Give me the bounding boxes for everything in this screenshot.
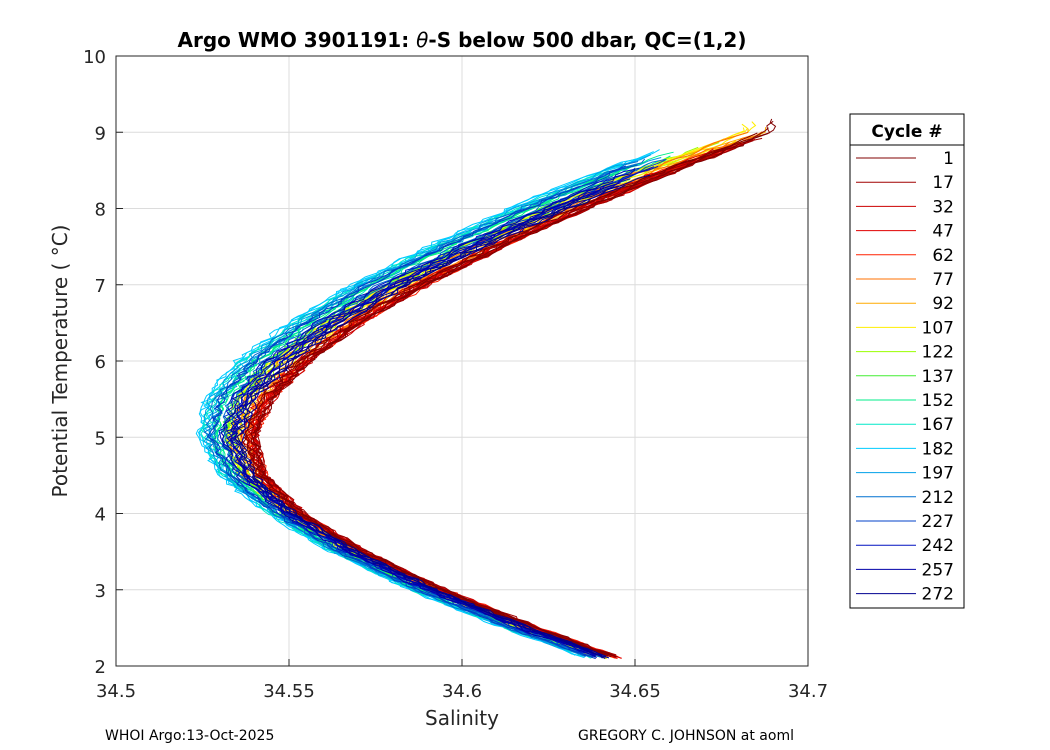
legend-entry-label: 1: [943, 149, 954, 169]
legend-entry-label: 167: [922, 415, 954, 435]
legend-entry-label: 17: [932, 173, 954, 193]
y-tick-label: 5: [95, 428, 106, 449]
y-axis-label: Potential Temperature ( °C): [48, 225, 72, 498]
y-tick-label: 2: [95, 657, 106, 678]
legend-entry-label: 152: [922, 391, 954, 411]
cycle-profile-line: [206, 165, 627, 660]
legend-entry-label: 137: [922, 367, 954, 387]
legend-entry-label: 32: [932, 197, 954, 217]
legend-entry-label: 272: [922, 585, 954, 605]
y-tick-label: 8: [95, 200, 106, 221]
x-tick-label: 34.7: [788, 681, 828, 702]
y-tick-label: 10: [83, 47, 106, 68]
footer-right: GREGORY C. JOHNSON at aoml: [578, 728, 794, 744]
y-tick-label: 6: [95, 352, 106, 373]
cycle-profile-line: [221, 167, 636, 658]
grid-lines: [116, 56, 808, 666]
cycle-profile-line: [199, 163, 630, 656]
legend-box: [849, 113, 965, 609]
x-tick-label: 34.55: [263, 681, 315, 702]
cycle-profile-line: [200, 170, 609, 655]
x-axis-label: Salinity: [425, 706, 499, 730]
cycle-profile-line: [240, 174, 651, 657]
legend-entry-label: 47: [932, 222, 954, 242]
y-tick-label: 7: [95, 276, 106, 297]
legend-entry-label: 77: [932, 270, 954, 290]
cycle-profile-line: [236, 184, 626, 659]
profile-lines: [195, 118, 777, 660]
legend-title: Cycle #: [871, 122, 942, 142]
x-axis-ticks: 34.5 34.55 34.6 34.65 34.7: [96, 659, 828, 702]
footer-left: WHOI Argo:13-Oct-2025: [105, 728, 274, 744]
legend-entries: 1 17 32 47 62 77 92 107 122 137 152 167 182 197 212 227…: [856, 149, 954, 605]
legend-entry-label: 62: [932, 246, 954, 266]
legend-entry-label: 212: [922, 488, 954, 508]
cycle-profile-line: [220, 169, 636, 659]
legend-entry-label: 242: [922, 536, 954, 556]
x-tick-label: 34.5: [96, 681, 136, 702]
y-tick-label: 4: [95, 505, 106, 526]
cycle-profile-line: [251, 139, 754, 659]
legend-entry-label: 122: [922, 343, 954, 363]
cycle-profile-line: [250, 118, 777, 658]
legend-entry-label: 197: [922, 464, 954, 484]
y-tick-label: 9: [95, 123, 106, 144]
legend-entry-label: 92: [932, 294, 954, 314]
legend-entry-label: 257: [922, 560, 954, 580]
cycle-profile-line: [250, 120, 774, 656]
cycle-profile-line: [202, 154, 652, 655]
legend-entry-label: 107: [922, 318, 954, 338]
x-tick-label: 34.6: [442, 681, 482, 702]
y-tick-label: 3: [95, 581, 106, 602]
y-axis-ticks: 2 3 4 5 6 7 8 9 10: [83, 47, 123, 678]
chart-title: Argo WMO 3901191: θ-S below 500 dbar, QC…: [178, 28, 747, 52]
legend-entry-label: 227: [922, 512, 954, 532]
cycle-profile-line: [208, 164, 638, 657]
legend-entry-label: 182: [922, 439, 954, 459]
legend: Cycle # 11732476277921071221371521671821…: [849, 113, 965, 609]
x-tick-label: 34.65: [609, 681, 661, 702]
